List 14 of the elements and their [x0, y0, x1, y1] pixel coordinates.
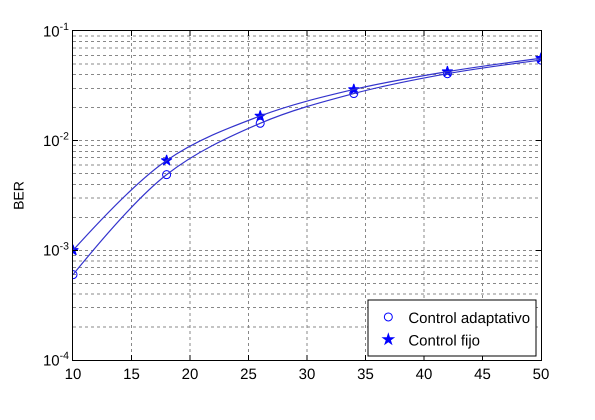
y-tick-label: 10$^{-1}$ [42, 20, 70, 40]
x-tick-label: 35 [357, 366, 374, 383]
y-tick-label: 10$^{-3}$ [42, 240, 70, 260]
legend-label: Control adaptativo [408, 310, 530, 327]
x-tick-label: 20 [182, 366, 198, 383]
x-tick-label: 45 [474, 366, 491, 383]
legend-label: Control fijo [408, 332, 480, 350]
x-tick-label: 25 [240, 366, 257, 383]
y-axis-title: BER [10, 181, 27, 210]
x-tick-label: 15 [123, 366, 140, 383]
x-tick-label: 50 [532, 366, 550, 383]
x-tick-label: 30 [298, 366, 316, 383]
x-tick-label: 40 [416, 366, 432, 383]
y-tick-label: 10$^{-2}$ [42, 130, 70, 150]
